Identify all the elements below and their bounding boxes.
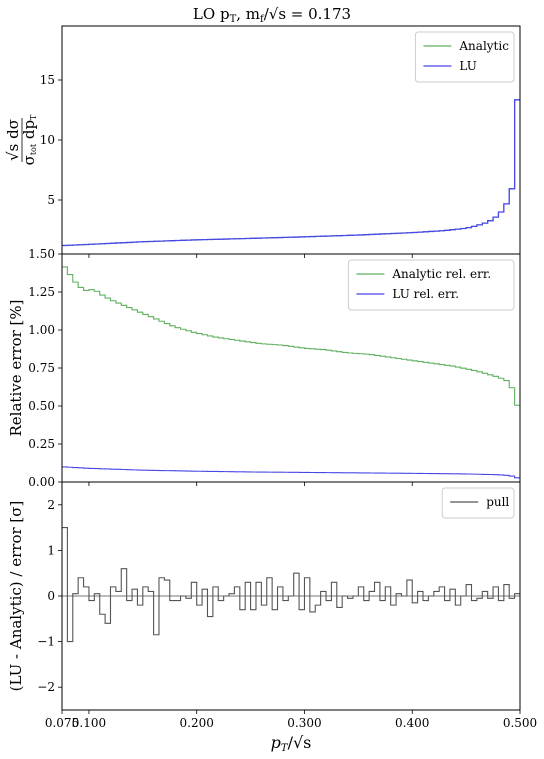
svg-text:√s dσ: √s dσ bbox=[4, 119, 22, 161]
chart-title: LO pT, mf/√s = 0.173 bbox=[193, 5, 351, 25]
y-tick-label: 1 bbox=[47, 543, 55, 557]
y-tick-label: 0.25 bbox=[28, 437, 55, 451]
legend-label: LU bbox=[459, 59, 476, 73]
x-tick-label: 0.400 bbox=[395, 716, 429, 730]
y-tick-label: 10 bbox=[40, 133, 55, 147]
y-tick-label: 5 bbox=[47, 193, 55, 207]
x-tick-label: 0.500 bbox=[503, 716, 537, 730]
svg-text:σtot dpT: σtot dpT bbox=[20, 114, 38, 165]
x-tick-label: 0.075 bbox=[45, 716, 79, 730]
y-tick-label: 0.00 bbox=[28, 475, 55, 489]
y-tick-label: 1.25 bbox=[28, 285, 55, 299]
series-pull-line bbox=[62, 527, 520, 643]
series-analytic-line bbox=[62, 99, 520, 247]
series-lu-rel-err-line bbox=[62, 466, 520, 479]
legend: Analytic LU bbox=[414, 31, 515, 83]
x-tick-label: 0.200 bbox=[180, 716, 214, 730]
middle-ylabel: Relative error [%] bbox=[7, 300, 25, 437]
x-tick-label: 0.100 bbox=[72, 716, 106, 730]
series-analytic-rel-err-line bbox=[62, 266, 520, 406]
middle-panel: 0.00 0.25 0.50 0.75 1.00 1.25 1.50 Analytic rel… bbox=[28, 247, 521, 489]
y-tick-label: 15 bbox=[40, 73, 55, 87]
y-tick-label: 1.00 bbox=[28, 323, 55, 337]
y-tick-label: 0.50 bbox=[28, 399, 55, 413]
legend-label: Analytic rel. err. bbox=[391, 267, 491, 281]
bottom-ylabel: (LU - Analytic) / error [σ] bbox=[7, 501, 25, 692]
y-tick-label: 1.50 bbox=[28, 247, 55, 261]
y-tick-label: 0 bbox=[47, 589, 55, 603]
top-panel: 5 10 15 Analytic LU bbox=[40, 25, 521, 258]
y-tick-label: 0.75 bbox=[28, 361, 55, 375]
y-tick-label: −2 bbox=[37, 680, 55, 694]
y-tick-label: −1 bbox=[37, 635, 55, 649]
legend: Analytic rel. err. LU rel. err. bbox=[347, 259, 515, 311]
legend-label: LU rel. err. bbox=[392, 287, 459, 301]
y-tick-label: 2 bbox=[47, 498, 55, 512]
x-axis-label: pT/√s bbox=[271, 733, 312, 754]
series-lu-line bbox=[62, 99, 520, 247]
top-ylabel: √s dσ σtot dpT bbox=[4, 114, 38, 165]
x-tick-label: 0.300 bbox=[287, 716, 321, 730]
legend-label: Analytic bbox=[458, 39, 509, 53]
legend: pull bbox=[441, 487, 515, 519]
legend-label: pull bbox=[486, 495, 509, 509]
